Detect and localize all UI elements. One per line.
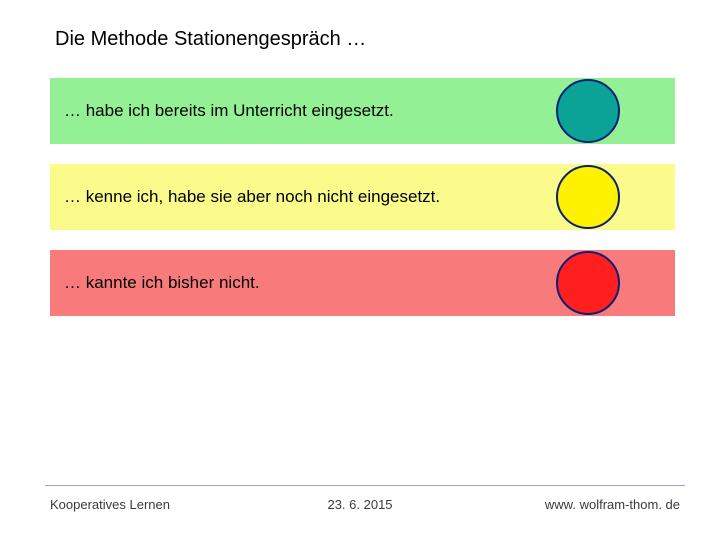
status-row-known: … kenne ich, habe sie aber noch nicht ei… xyxy=(50,164,675,230)
status-row-unknown: … kannte ich bisher nicht. xyxy=(50,250,675,316)
status-circle-icon xyxy=(556,165,620,229)
slide: Die Methode Stationengespräch … … habe i… xyxy=(0,0,720,540)
status-row-used: … habe ich bereits im Unterricht eingese… xyxy=(50,78,675,144)
footer-date: 23. 6. 2015 xyxy=(327,497,392,512)
slide-title: Die Methode Stationengespräch … xyxy=(55,28,366,51)
status-row-text: … kenne ich, habe sie aber noch nicht ei… xyxy=(50,187,440,207)
footer-divider xyxy=(45,485,685,486)
status-circle-icon xyxy=(556,251,620,315)
status-circle-icon xyxy=(556,79,620,143)
footer-left-text: Kooperatives Lernen xyxy=(50,497,170,512)
footer-url: www. wolfram-thom. de xyxy=(545,497,680,512)
status-row-text: … habe ich bereits im Unterricht eingese… xyxy=(50,101,394,121)
status-row-text: … kannte ich bisher nicht. xyxy=(50,273,260,293)
